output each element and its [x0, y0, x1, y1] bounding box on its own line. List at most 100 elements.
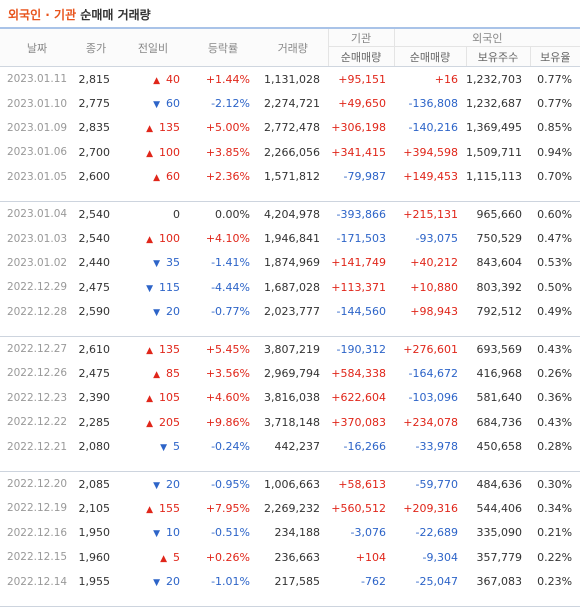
cell-change: ▼ 10: [118, 521, 188, 545]
cell-foreign-net: +16: [434, 72, 458, 86]
cell-foreign-hold: 335,090: [476, 526, 523, 540]
cell-foreign-hold: 684,736: [476, 415, 523, 429]
cell-rate: +3.56%: [205, 366, 250, 380]
triangle-down-icon: ▼: [153, 480, 160, 491]
table-row: 2023.01.03 2,540 ▲ 100 +4.10% 1,946,841 -171,5…: [0, 226, 580, 250]
cell-foreign-net: +149,453: [403, 170, 458, 184]
cell-volume: 217,585: [274, 575, 321, 589]
cell-foreign-net: +209,316: [403, 501, 458, 515]
cell-inst-net: -171,503: [336, 232, 386, 246]
change-value: 100: [159, 232, 180, 246]
cell-foreign-net: +276,601: [403, 342, 458, 356]
triangle-up-icon: ▲: [146, 148, 153, 159]
cell-inst-net: -762: [361, 575, 386, 589]
cell-date: 2023.01.06: [6, 146, 68, 159]
cell-date: 2022.12.21: [6, 440, 68, 453]
cell-rate: +7.95%: [205, 501, 250, 515]
cell-foreign-hold: 484,636: [476, 477, 523, 491]
cell-foreign-hold: 367,083: [476, 575, 523, 589]
cell-volume: 1,006,663: [264, 477, 320, 491]
cell-close: 2,285: [78, 415, 111, 429]
triangle-up-icon: ▲: [153, 75, 160, 86]
cell-date: 2022.12.27: [6, 343, 68, 356]
cell-inst-net: +113,371: [331, 280, 386, 294]
cell-rate: -1.41%: [211, 256, 250, 270]
cell-inst-net: +141,749: [331, 256, 386, 270]
cell-inst-net: +560,512: [331, 501, 386, 515]
cell-volume: 1,946,841: [264, 232, 320, 246]
cell-close: 1,955: [78, 575, 111, 589]
change-value: 35: [166, 256, 180, 270]
cell-volume: 2,969,794: [264, 366, 320, 380]
triangle-up-icon: ▲: [153, 173, 160, 184]
cell-change: ▼ 115: [118, 275, 188, 299]
change-value: 20: [166, 477, 180, 491]
cell-foreign-net: -136,808: [408, 97, 458, 111]
cell-rate: +4.10%: [205, 232, 250, 246]
cell-foreign-ratio: 0.85%: [537, 121, 573, 135]
investor-trading-panel: 외국인 · 기관 순매매 거래량 날짜 종가 전일비 등락률 거래량 기관 외국…: [0, 8, 580, 607]
cell-rate: -0.24%: [211, 440, 250, 454]
separator-cell: [0, 593, 580, 607]
change-value: 5: [173, 440, 180, 454]
table-subheader-row: 순매매량 순매매량 보유주수 보유율: [0, 46, 580, 67]
cell-close: 2,600: [78, 170, 111, 184]
col-header-close: 종가: [74, 27, 118, 67]
cell-rate: +2.36%: [205, 170, 250, 184]
cell-foreign-net: +10,880: [410, 280, 458, 294]
cell-foreign-net: +234,078: [403, 415, 458, 429]
cell-close: 2,105: [78, 501, 111, 515]
cell-date: 2023.01.09: [6, 121, 68, 134]
cell-foreign-ratio: 0.26%: [537, 366, 573, 380]
cell-foreign-net: -9,304: [422, 550, 458, 564]
col-header-foreign-net: 순매매량: [393, 46, 466, 67]
change-value: 85: [166, 366, 180, 380]
cell-volume: 3,807,219: [264, 342, 320, 356]
table-row: 2022.12.22 2,285 ▲ 205 +9.86% 3,718,148 +370,0…: [0, 410, 580, 434]
cell-close: 2,590: [78, 305, 111, 319]
cell-close: 2,540: [78, 232, 111, 246]
change-value: 155: [159, 501, 180, 515]
cell-rate: +3.85%: [205, 145, 250, 159]
change-value: 20: [166, 575, 180, 589]
col-header-inst-net: 순매매량: [327, 46, 394, 67]
cell-volume: 2,023,777: [264, 305, 320, 319]
cell-date: 2023.01.02: [6, 256, 68, 269]
cell-rate: +9.86%: [205, 415, 250, 429]
cell-date: 2023.01.11: [6, 73, 68, 86]
triangle-up-icon: ▲: [146, 418, 153, 429]
cell-close: 1,950: [78, 526, 111, 540]
cell-volume: 3,718,148: [264, 415, 320, 429]
cell-foreign-net: -59,770: [415, 477, 458, 491]
cell-foreign-ratio: 0.22%: [537, 550, 573, 564]
cell-rate: 0.00%: [215, 207, 250, 221]
section-title-rest: 순매매 거래량: [76, 8, 151, 22]
cell-foreign-hold: 357,779: [476, 550, 523, 564]
cell-volume: 1,687,028: [264, 280, 320, 294]
table-row: 2023.01.10 2,775 ▼ 60 -2.12% 2,274,721 +49,650…: [0, 91, 580, 115]
cell-date: 2022.12.15: [6, 551, 68, 564]
cell-close: 2,390: [78, 391, 111, 405]
cell-foreign-hold: 792,512: [476, 305, 523, 319]
cell-foreign-net: -22,689: [415, 526, 458, 540]
cell-foreign-ratio: 0.50%: [537, 280, 573, 294]
cell-change: ▲ 100: [118, 140, 188, 164]
cell-foreign-ratio: 0.30%: [537, 477, 573, 491]
col-header-date: 날짜: [0, 27, 74, 67]
cell-foreign-net: -93,075: [415, 232, 458, 246]
cell-close: 2,540: [78, 207, 111, 221]
section-title-highlight: 외국인 · 기관: [8, 8, 77, 22]
cell-foreign-hold: 843,604: [476, 256, 523, 270]
cell-volume: 1,874,969: [264, 256, 320, 270]
cell-close: 2,085: [78, 477, 111, 491]
table-row: 2022.12.14 1,955 ▼ 20 -1.01% 217,585 -762 -25,0…: [0, 569, 580, 593]
cell-foreign-hold: 693,569: [476, 342, 523, 356]
cell-rate: -0.77%: [211, 305, 250, 319]
cell-foreign-ratio: 0.77%: [537, 97, 573, 111]
cell-inst-net: +622,604: [331, 391, 386, 405]
cell-close: 2,610: [78, 342, 111, 356]
change-value: 10: [166, 526, 180, 540]
cell-inst-net: +306,198: [331, 121, 386, 135]
cell-date: 2022.12.20: [6, 478, 68, 491]
cell-date: 2022.12.22: [6, 416, 68, 429]
